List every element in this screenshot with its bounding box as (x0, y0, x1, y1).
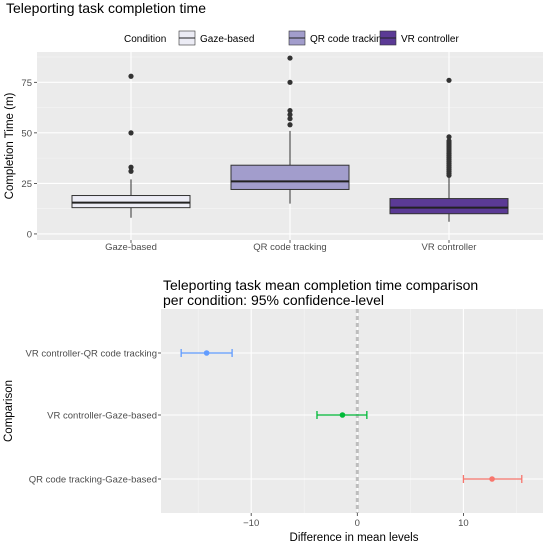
box-vr-controller (389, 77, 509, 222)
x-axis-title: Difference in mean levels (290, 532, 419, 544)
outlier-point (287, 116, 293, 122)
legend-title: Condition (124, 34, 166, 45)
ci-estimate-point (489, 476, 495, 482)
x-tick-label: VR controller (422, 242, 477, 253)
y-tick-label: VR controller-Gaze-based (47, 411, 157, 422)
ci-vr-controller-gaze-based (316, 411, 368, 419)
ci-estimate-point (203, 350, 210, 356)
box-iqr (389, 198, 509, 215)
y-axis-title: Completion Time (m) (4, 92, 16, 199)
outlier-point (287, 108, 293, 114)
y-tick-label: 75 (21, 78, 32, 89)
x-tick-label: 0 (355, 518, 360, 529)
ci-estimate-point (339, 412, 346, 418)
box-chart-title: Teleporting task completion time (6, 0, 206, 16)
outlier-point (128, 130, 134, 136)
outlier-point (446, 138, 452, 144)
x-tick-label: −10 (243, 518, 259, 529)
legend-entry-label: QR code tracking (310, 34, 387, 45)
ci-chart-title-line1: Teleporting task mean completion time co… (163, 277, 478, 293)
legend-entry-label: Gaze-based (200, 34, 254, 45)
ci-qr-code-tracking-gaze-based (462, 475, 523, 483)
ci-plot-panel (161, 309, 543, 513)
y-tick-label: QR code tracking-Gaze-based (29, 475, 157, 486)
outlier-point (287, 122, 293, 128)
x-tick-label: Gaze-based (105, 242, 157, 253)
box-iqr (230, 164, 350, 190)
outlier-point (287, 79, 293, 85)
outlier-point (128, 168, 134, 174)
outlier-point (287, 112, 293, 118)
outlier-point (128, 164, 134, 170)
y-tick-label: VR controller-QR code tracking (26, 349, 157, 360)
y-tick-label: 50 (21, 128, 32, 139)
legend-entry-label: VR controller (401, 34, 459, 45)
y-axis-title: Comparison (3, 380, 15, 442)
ci-vr-controller-qr-code-tracking (180, 349, 233, 357)
y-tick-label: 0 (27, 229, 32, 240)
y-tick-label: 25 (21, 179, 32, 190)
ci-chart-title-line2: per condition: 95% confidence-level (163, 292, 384, 308)
box-gaze-based (71, 73, 191, 218)
box-qr-code-tracking (230, 55, 350, 204)
outlier-point (446, 134, 452, 140)
outlier-point (128, 73, 134, 79)
x-tick-label: QR code tracking (253, 242, 326, 253)
x-tick-label: 10 (458, 518, 469, 529)
box-iqr (71, 195, 191, 209)
outlier-point (446, 77, 452, 83)
box-chart-legend: Condition Gaze-based QR code tracking VR co… (124, 30, 459, 46)
outlier-point (287, 55, 293, 61)
